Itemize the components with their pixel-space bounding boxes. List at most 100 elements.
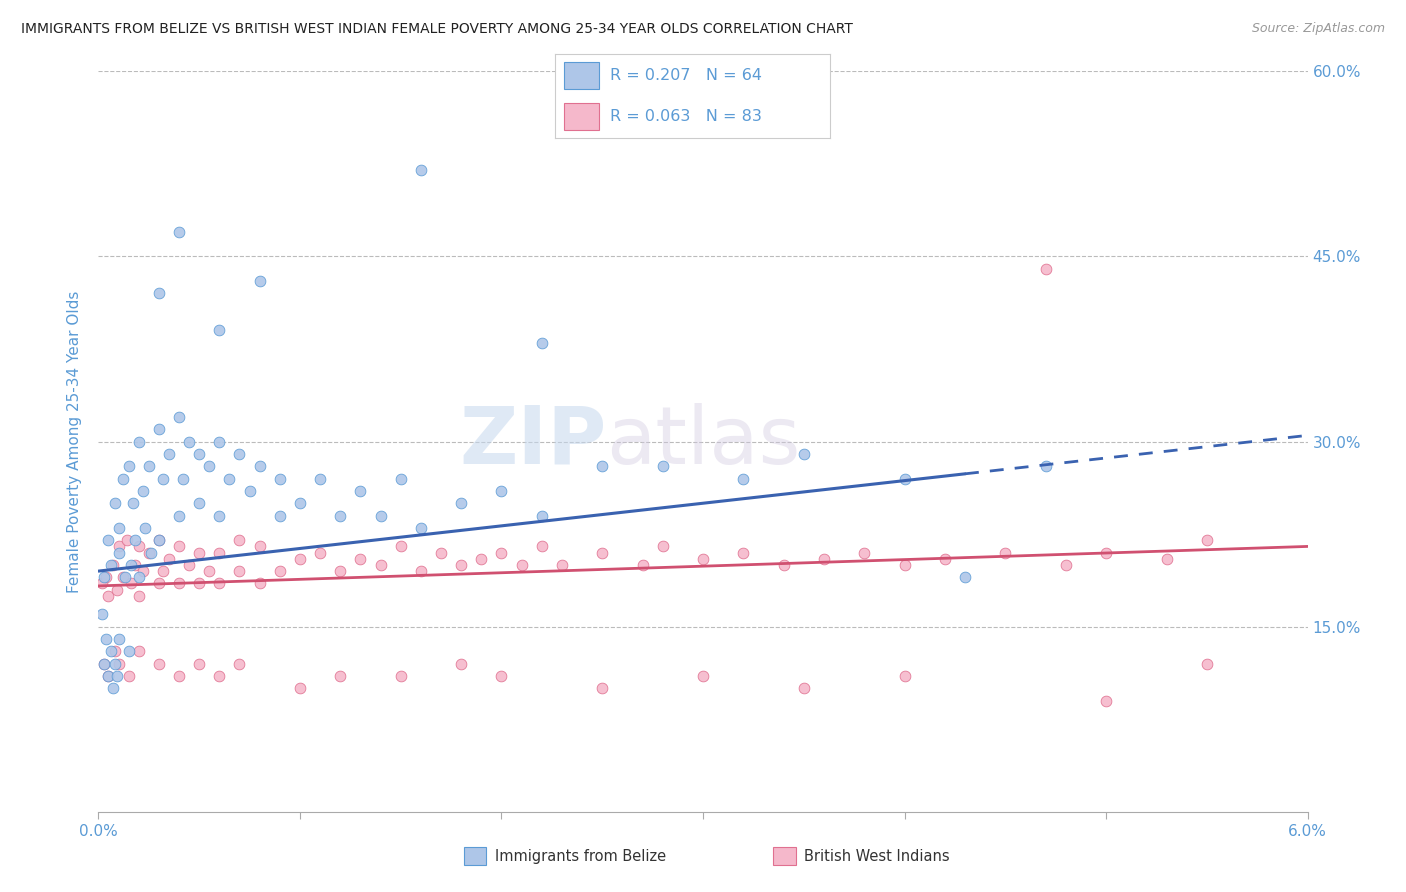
Point [491, 546, 513, 560]
Point [103, 644, 125, 658]
Point [93, 657, 115, 671]
Point [114, 570, 136, 584]
Point [107, 546, 129, 560]
Point [188, 447, 211, 461]
Point [167, 669, 190, 683]
Point [118, 644, 141, 658]
Point [167, 576, 190, 591]
Point [105, 669, 128, 683]
Point [105, 582, 128, 597]
Y-axis label: Female Poverty Among 25-34 Year Olds: Female Poverty Among 25-34 Year Olds [67, 291, 83, 592]
Point [813, 551, 835, 566]
Point [551, 558, 574, 572]
Point [188, 657, 211, 671]
Point [853, 546, 876, 560]
Text: R = 0.063   N = 83: R = 0.063 N = 83 [610, 109, 762, 124]
Point [733, 546, 755, 560]
Point [139, 546, 162, 560]
Point [288, 681, 311, 696]
Point [208, 669, 231, 683]
Point [772, 558, 794, 572]
Point [148, 657, 170, 671]
Point [893, 471, 915, 485]
Point [124, 558, 146, 572]
Point [329, 508, 352, 523]
Point [953, 570, 976, 584]
Point [591, 546, 613, 560]
Point [510, 558, 533, 572]
Point [107, 521, 129, 535]
Point [152, 564, 174, 578]
Point [128, 570, 150, 584]
Point [370, 558, 392, 572]
Point [148, 533, 170, 548]
Point [591, 681, 613, 696]
Point [288, 496, 311, 510]
Point [167, 225, 190, 239]
Point [96, 570, 118, 584]
Point [228, 533, 250, 548]
Point [128, 434, 150, 449]
Point [994, 546, 1017, 560]
Point [167, 409, 190, 424]
Point [530, 335, 553, 350]
Point [309, 471, 332, 485]
Point [120, 558, 142, 572]
Point [208, 546, 231, 560]
Point [103, 657, 125, 671]
Point [491, 669, 513, 683]
Point [107, 657, 129, 671]
Point [107, 632, 129, 646]
Point [128, 589, 150, 603]
Point [138, 459, 160, 474]
Point [208, 576, 231, 591]
Point [152, 471, 174, 485]
Point [228, 657, 250, 671]
Bar [564, 103, 599, 130]
Point [409, 521, 432, 535]
Point [107, 540, 129, 554]
Point [651, 459, 673, 474]
Point [733, 471, 755, 485]
Point [329, 669, 352, 683]
Point [228, 564, 250, 578]
Point [96, 632, 118, 646]
Point [167, 508, 190, 523]
Text: Immigrants from Belize: Immigrants from Belize [495, 849, 666, 863]
Point [188, 546, 211, 560]
Point [1054, 558, 1077, 572]
Point [111, 570, 134, 584]
Point [91, 576, 114, 591]
Point [692, 551, 714, 566]
Point [239, 483, 262, 498]
Point [93, 657, 115, 671]
Point [97, 669, 120, 683]
Point [934, 551, 956, 566]
Bar [564, 62, 599, 89]
Point [329, 564, 352, 578]
Point [450, 558, 472, 572]
Point [450, 657, 472, 671]
Point [349, 483, 371, 498]
Point [132, 564, 155, 578]
Point [97, 669, 120, 683]
Point [1095, 546, 1118, 560]
Point [269, 471, 291, 485]
Point [91, 607, 114, 622]
Point [530, 508, 553, 523]
Point [93, 570, 115, 584]
Point [450, 496, 472, 510]
Point [97, 533, 120, 548]
Point [188, 576, 211, 591]
Point [157, 551, 180, 566]
Point [893, 558, 915, 572]
Point [128, 644, 150, 658]
Point [430, 546, 453, 560]
Point [349, 551, 371, 566]
Point [111, 471, 134, 485]
Point [118, 459, 141, 474]
Point [148, 422, 170, 436]
Point [218, 471, 240, 485]
Point [1035, 261, 1057, 276]
Point [100, 644, 122, 658]
